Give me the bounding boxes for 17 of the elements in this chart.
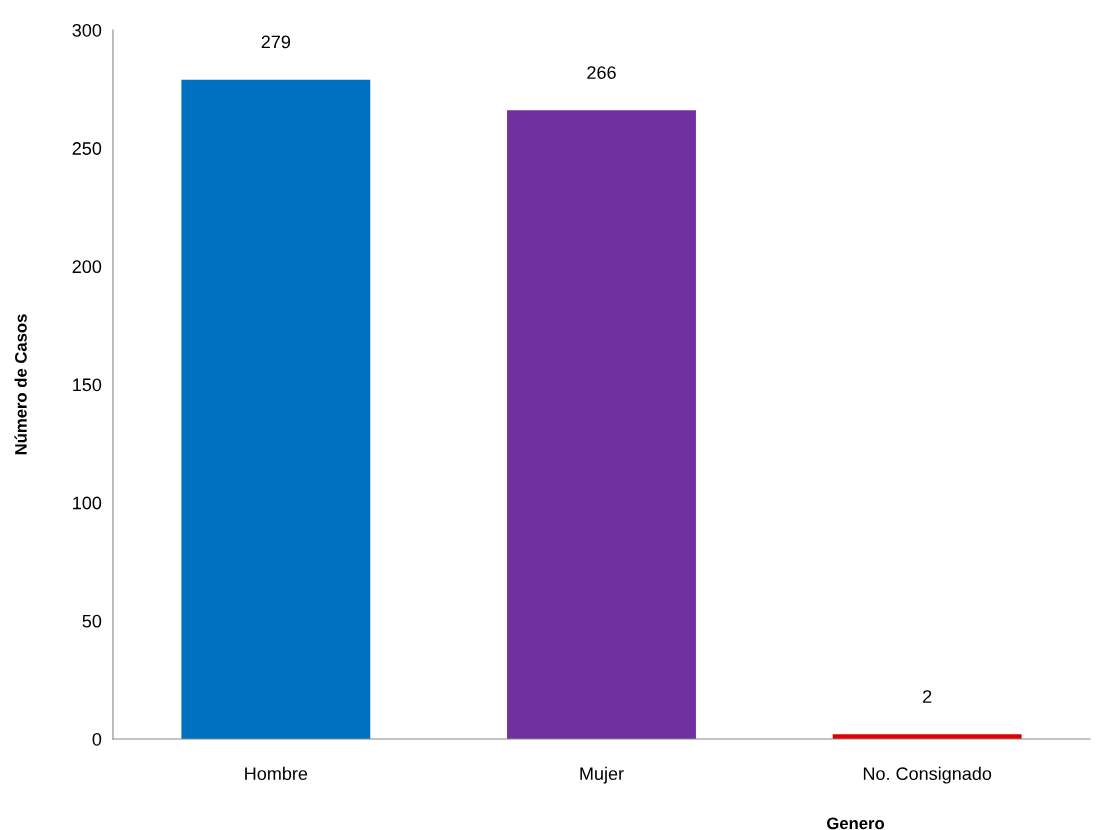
x-tick-label: Hombre [245, 766, 308, 781]
y-tick-label: 150 [73, 378, 102, 392]
data-label: 279 [261, 35, 291, 49]
x-tick-label: No. Consignado [863, 766, 992, 784]
y-tick-label: 50 [82, 614, 102, 628]
data-label: 2 [923, 690, 932, 703]
x-axis-title: Genero [827, 817, 885, 830]
y-tick-label: 200 [72, 260, 102, 274]
y-tick-label: 0 [92, 732, 102, 746]
bar [507, 110, 696, 739]
data-label: 266 [587, 66, 616, 80]
y-tick-label: 300 [72, 23, 102, 37]
bar [181, 79, 371, 739]
y-tick-label: 100 [73, 496, 102, 510]
y-tick-label: 250 [72, 142, 102, 155]
y-axis-title: Número de Casos [14, 314, 27, 455]
x-tick-label: Mujer [580, 766, 624, 784]
